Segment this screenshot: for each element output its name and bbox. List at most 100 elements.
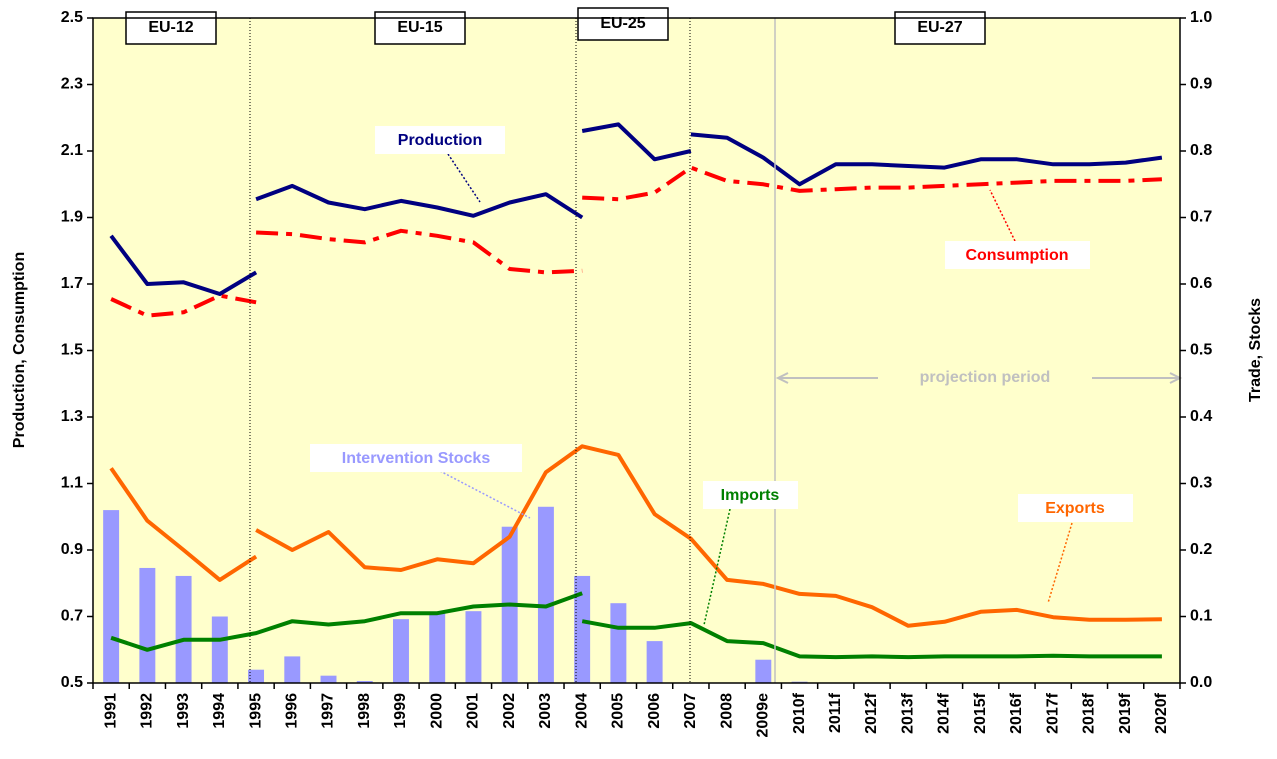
bar <box>356 681 373 683</box>
x-tick-label: 2015f <box>972 692 989 734</box>
line <box>581 122 692 162</box>
y2-tick-label: 0.9 <box>1190 76 1212 93</box>
y2-tick-label: 0.8 <box>1190 142 1212 159</box>
line <box>110 591 583 652</box>
callout-label: Imports <box>721 487 780 504</box>
bar <box>646 641 663 683</box>
callout-arrow <box>439 470 531 519</box>
y-tick-label: 2.5 <box>61 9 83 26</box>
region-box <box>577 7 669 41</box>
bar <box>103 510 120 683</box>
bar <box>465 611 482 683</box>
callout-label: Consumption <box>965 247 1068 264</box>
y2-tick-label: 0.2 <box>1190 541 1212 558</box>
line <box>109 467 258 582</box>
x-tick-label: 2018f <box>1081 692 1098 734</box>
region-label: EU-25 <box>600 15 645 32</box>
callout-label: Intervention Stocks <box>342 450 491 467</box>
callout-box <box>945 241 1090 269</box>
y-tick-label: 2.1 <box>61 142 83 159</box>
x-tick-label: 2004 <box>573 693 590 729</box>
x-tick-label: 2013f <box>900 692 917 734</box>
callout-arrow <box>447 153 481 203</box>
callout-arrow <box>1047 522 1073 604</box>
x-tick-label: 2010f <box>791 692 808 734</box>
plot-area <box>93 18 1180 683</box>
y-tick-label: 0.9 <box>61 541 83 558</box>
y2-tick-label: 0.1 <box>1190 608 1212 625</box>
x-tick-label: 2000 <box>428 693 445 729</box>
x-tick-label: 2002 <box>501 693 518 729</box>
region-label: EU-27 <box>917 19 962 36</box>
bar <box>393 619 409 683</box>
y-tick-label: 1.3 <box>61 408 83 425</box>
y-tick-label: 0.5 <box>61 674 83 691</box>
callout-box <box>703 481 798 509</box>
line <box>582 165 1162 202</box>
bar <box>574 575 591 683</box>
x-tick-label: 2007 <box>682 693 699 729</box>
x-tick-label: 2005 <box>610 693 627 729</box>
callout-box <box>310 444 522 472</box>
x-tick-label: 2003 <box>537 693 554 729</box>
line <box>109 234 258 296</box>
callout-box <box>375 126 505 154</box>
y-tick-label: 1.7 <box>61 275 83 292</box>
y2-tick-label: 0.7 <box>1190 209 1212 226</box>
y2-tick-label: 1.0 <box>1190 9 1212 26</box>
bar <box>429 613 446 683</box>
x-tick-label: 2019f <box>1117 692 1134 734</box>
bar <box>284 656 301 683</box>
region-label: EU-15 <box>397 19 442 36</box>
x-tick-label: 1994 <box>211 693 228 729</box>
line <box>255 444 1162 628</box>
y2-tick-label: 0.0 <box>1190 674 1212 691</box>
y-tick-label: 1.1 <box>61 475 83 492</box>
bar <box>610 603 627 683</box>
region-label: EU-12 <box>148 19 193 36</box>
bar <box>139 567 156 683</box>
x-tick-label: 1992 <box>139 693 156 729</box>
line <box>581 619 1162 660</box>
x-tick-label: 2006 <box>646 693 663 729</box>
x-tick-label: 1998 <box>356 693 373 729</box>
x-tick-label: 1991 <box>102 693 119 729</box>
y2-tick-label: 0.6 <box>1190 275 1212 292</box>
y2-axis-title: Trade, Stocks <box>1247 298 1264 402</box>
y2-tick-label: 0.5 <box>1190 342 1212 359</box>
callout-arrow <box>989 189 1016 242</box>
x-tick-label: 2020f <box>1153 692 1170 734</box>
x-tick-label: 2016f <box>1008 692 1025 734</box>
y2-tick-label: 0.4 <box>1190 408 1212 425</box>
y-tick-label: 0.7 <box>61 608 83 625</box>
line <box>256 228 583 275</box>
bar <box>320 675 337 683</box>
y-tick-label: 2.3 <box>61 76 83 93</box>
y2-tick-label: 0.3 <box>1190 475 1212 492</box>
x-tick-label: 1999 <box>392 693 409 729</box>
x-tick-label: 2017f <box>1044 692 1061 734</box>
x-tick-label: 1995 <box>247 693 264 729</box>
bar <box>537 506 554 683</box>
callout-label: Exports <box>1045 500 1105 517</box>
bar <box>248 669 265 683</box>
callout-label: Production <box>398 132 482 149</box>
x-tick-label: 2014f <box>936 692 953 734</box>
callout-box <box>1018 494 1133 522</box>
line <box>690 132 1163 187</box>
x-tick-label: 1996 <box>284 693 301 729</box>
y-tick-label: 1.9 <box>61 209 83 226</box>
bar <box>175 575 192 683</box>
bar <box>211 616 228 683</box>
x-tick-label: 2011f <box>827 692 844 733</box>
x-tick-label: 2008 <box>718 693 735 729</box>
bar <box>755 659 772 683</box>
line <box>255 183 584 220</box>
projection-arrow <box>775 372 789 384</box>
y-axis-title: Production, Consumption <box>11 252 28 448</box>
line <box>110 293 257 318</box>
x-tick-label: 2001 <box>465 693 482 729</box>
x-tick-label: 1993 <box>175 693 192 729</box>
x-tick-label: 2009e <box>755 693 772 738</box>
